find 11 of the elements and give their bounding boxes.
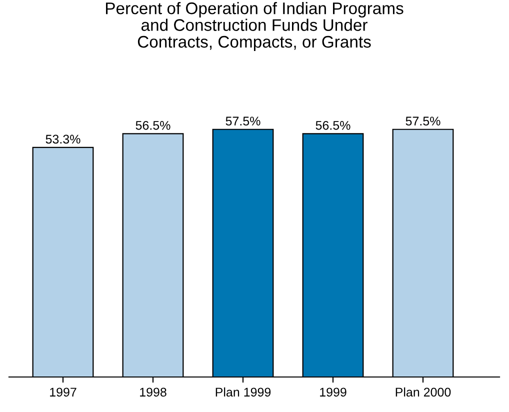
- data-label: 57.5%: [406, 116, 440, 126]
- x-tick-label: 1999: [320, 388, 346, 397]
- chart-title: Percent of Operation of Indian Programs and Construction Funds Under Contracts, Compacts, or Grants: [106, 2, 404, 52]
- data-label: 53.3%: [46, 134, 80, 144]
- x-tick-label: Plan 1999: [216, 387, 271, 397]
- x-tick-label: 1998: [140, 388, 166, 397]
- x-tick-label: 1997: [50, 388, 76, 397]
- data-label: 56.5%: [136, 120, 170, 130]
- data-label: 57.5%: [226, 116, 260, 126]
- data-label: 56.5%: [316, 120, 350, 130]
- x-tick-label: Plan 2000: [396, 387, 451, 397]
